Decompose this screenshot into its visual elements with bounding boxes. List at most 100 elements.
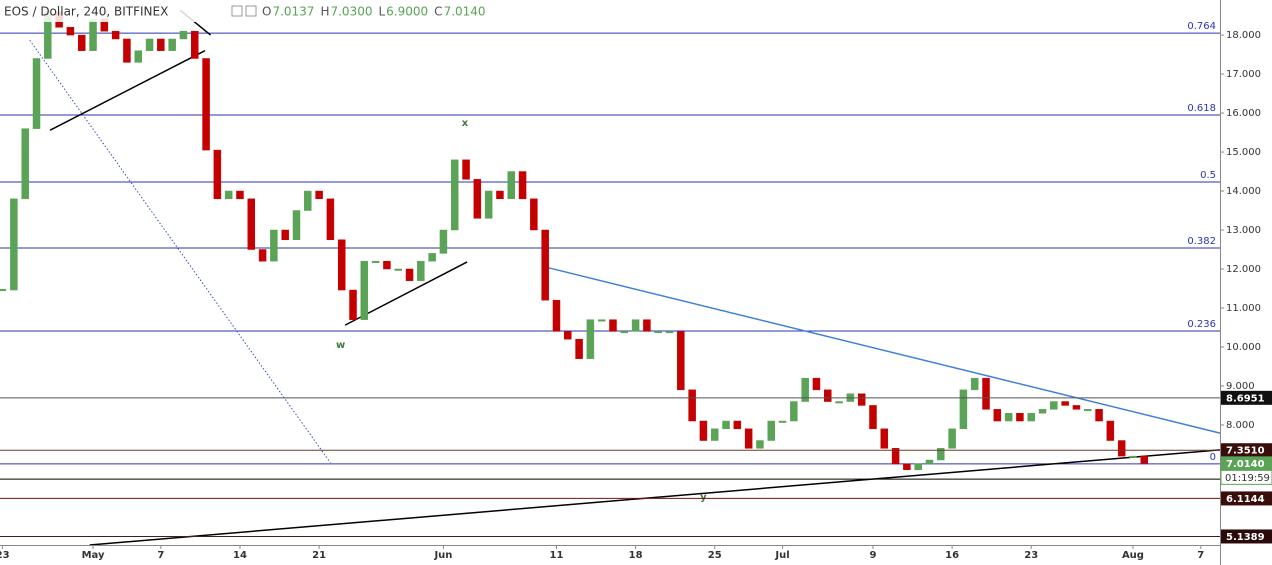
candle xyxy=(518,171,527,200)
fib-label: 0.618 xyxy=(1187,103,1216,114)
candle xyxy=(925,459,934,465)
ohlc-value: 7.0137 xyxy=(272,5,314,19)
icon xyxy=(231,5,243,17)
ohlc-value: 7.0140 xyxy=(444,5,486,19)
candle xyxy=(281,229,289,241)
ohlc-value: 7.0300 xyxy=(330,5,372,19)
price-tag xyxy=(1221,443,1272,458)
candle xyxy=(247,198,256,250)
price-tag xyxy=(1221,390,1272,405)
candle xyxy=(688,389,696,422)
candle xyxy=(349,289,357,320)
icon xyxy=(245,5,257,17)
y-tick-label: 15.000 xyxy=(1226,147,1261,158)
x-tick-label: Aug xyxy=(1122,550,1144,561)
fib-label: 0.764 xyxy=(1187,21,1216,32)
candle xyxy=(360,260,369,320)
candle xyxy=(744,428,753,449)
candle xyxy=(77,34,86,51)
y-tick-label: 18.000 xyxy=(1226,30,1261,41)
candle xyxy=(292,210,301,241)
x-tick-label: Jun xyxy=(433,550,452,561)
candle xyxy=(496,190,504,200)
candle xyxy=(236,190,244,200)
candle xyxy=(801,377,809,402)
x-tick-label: 9 xyxy=(869,550,876,561)
price-tag xyxy=(1221,456,1272,471)
candle xyxy=(970,377,979,391)
candle xyxy=(767,420,775,441)
candle xyxy=(959,389,968,430)
candle xyxy=(394,268,402,271)
candle xyxy=(507,171,516,200)
candle xyxy=(1004,412,1013,422)
candle xyxy=(1016,412,1024,422)
ohlc-value: 6.9000 xyxy=(386,5,428,19)
candle xyxy=(405,268,414,281)
candle xyxy=(880,428,889,449)
candle xyxy=(202,58,210,151)
candle xyxy=(89,19,97,51)
fib-label: 0.236 xyxy=(1187,319,1216,330)
candle xyxy=(1140,455,1149,464)
wave-label: w xyxy=(336,340,345,351)
candle xyxy=(383,260,391,270)
candle xyxy=(439,229,448,254)
candle xyxy=(371,260,380,263)
price-tag-label: 7.3510 xyxy=(1226,446,1265,457)
candle xyxy=(530,198,538,231)
y-tick-label: 14.000 xyxy=(1226,186,1261,197)
price-tag-label: 8.6951 xyxy=(1226,393,1265,404)
candle xyxy=(733,420,742,430)
ohlc-label: O xyxy=(262,5,271,19)
y-tick-label: 17.000 xyxy=(1226,69,1261,80)
candle xyxy=(326,198,335,241)
candle xyxy=(778,420,787,423)
candle xyxy=(812,377,821,391)
candle xyxy=(337,239,346,291)
price-tag xyxy=(1221,491,1272,506)
plot-area: 0.764 0.618 0.5 0.382 0.236 0 x w y xyxy=(0,9,1221,546)
trend-line xyxy=(89,449,1221,546)
x-tick-label: May xyxy=(82,550,105,561)
candle xyxy=(484,190,493,219)
candle xyxy=(1095,409,1103,422)
candle xyxy=(179,30,188,40)
candle xyxy=(620,331,629,334)
countdown-box xyxy=(1220,469,1272,485)
price-tag-label: 6.1144 xyxy=(1226,494,1265,505)
candle xyxy=(32,58,41,129)
candle xyxy=(982,377,990,410)
countdown: 01:19:59 xyxy=(1225,473,1270,484)
candle xyxy=(123,38,131,63)
y-tick-label: 13.000 xyxy=(1226,225,1261,236)
x-tick-label: 7 xyxy=(1197,550,1204,561)
candle xyxy=(145,38,154,51)
candle xyxy=(111,30,120,40)
candle xyxy=(710,428,719,441)
trend-line xyxy=(548,267,1221,434)
ohlc-label: L xyxy=(378,5,385,19)
candle xyxy=(1027,412,1035,422)
x-tick-label: 25 xyxy=(708,550,722,561)
price-tag-label: 7.0140 xyxy=(1226,459,1265,470)
y-tick-label: 8.000 xyxy=(1226,420,1255,431)
candle xyxy=(948,428,956,449)
candle xyxy=(213,149,222,200)
candle xyxy=(417,260,425,281)
trend-line xyxy=(49,50,206,131)
candle xyxy=(1106,420,1115,441)
candle xyxy=(541,229,549,301)
candle xyxy=(462,159,470,180)
x-tick-label: 21 xyxy=(312,550,326,561)
candle xyxy=(665,331,674,334)
header-bg xyxy=(0,2,500,22)
candle xyxy=(66,27,75,36)
candle xyxy=(564,331,572,340)
x-tick-label: 11 xyxy=(550,550,564,561)
candle xyxy=(258,249,267,262)
candle xyxy=(677,331,685,391)
candle xyxy=(1050,401,1058,410)
